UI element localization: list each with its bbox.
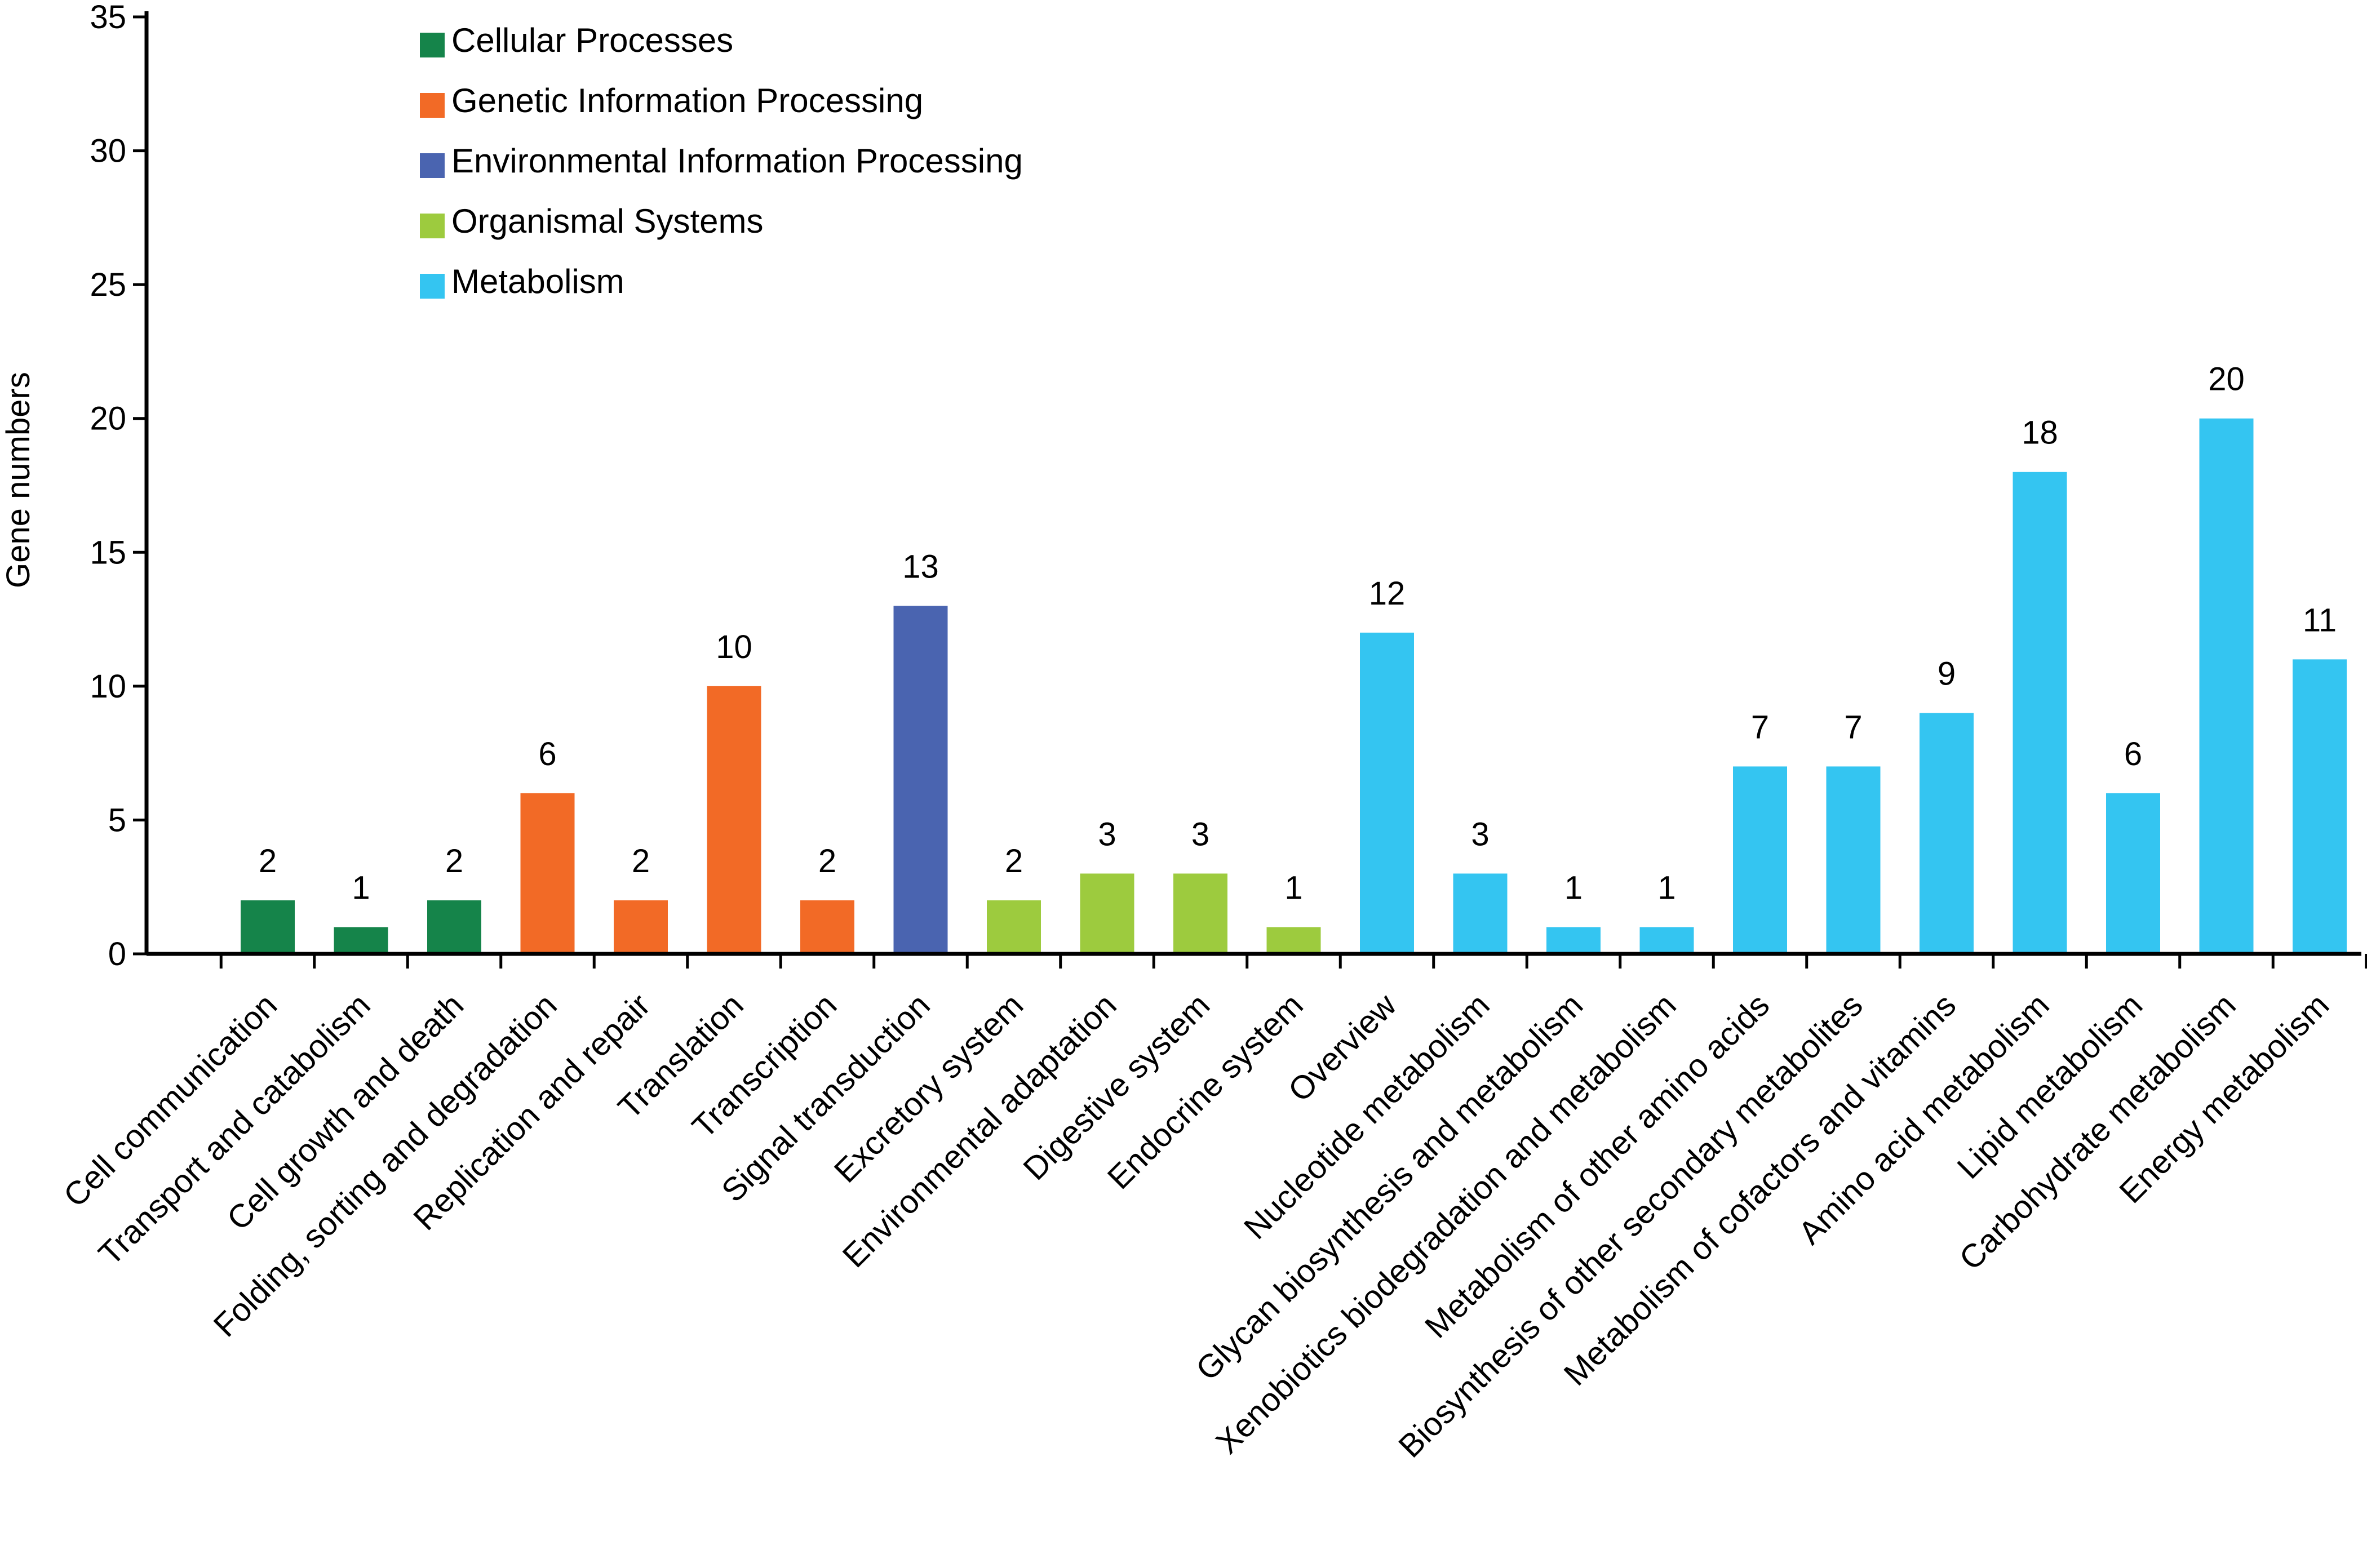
legend-label: Genetic Information Processing: [451, 82, 923, 119]
legend-label: Environmental Information Processing: [451, 142, 1023, 180]
data-label: 11: [2303, 602, 2337, 638]
legend-label: Cellular Processes: [451, 21, 733, 59]
legend-swatch: [420, 274, 445, 299]
bar: [1266, 927, 1321, 954]
bar: [241, 900, 295, 954]
y-tick-label: 10: [90, 668, 126, 705]
data-label: 2: [818, 843, 836, 879]
bar: [2106, 793, 2160, 954]
x-tick-label: Metabolism of other amino acids: [1418, 987, 1776, 1345]
data-label: 18: [2022, 415, 2058, 451]
bar: [1826, 766, 1881, 954]
data-label: 2: [445, 843, 463, 879]
bar: [2293, 659, 2347, 954]
bar: [1360, 632, 1414, 954]
bar: [2199, 418, 2254, 954]
data-label: 2: [1005, 843, 1023, 879]
bar: [1639, 927, 1694, 954]
data-label: 13: [902, 548, 939, 585]
bar: [893, 606, 948, 954]
data-label: 3: [1471, 816, 1489, 852]
y-tick-label: 5: [108, 802, 126, 838]
y-tick-label: 25: [90, 266, 126, 303]
bar: [334, 927, 388, 954]
legend-label: Organismal Systems: [451, 202, 763, 240]
legend-swatch: [420, 214, 445, 238]
y-axis: Gene numbers 0 5 10 15 20 25 30 35: [0, 0, 149, 972]
y-tick-label: 15: [90, 534, 126, 571]
y-axis-label: Gene numbers: [0, 372, 37, 588]
data-label: 7: [1844, 709, 1862, 745]
data-label: 1: [1564, 869, 1583, 906]
data-label: 6: [538, 736, 556, 772]
bar: [1733, 766, 1787, 954]
bar: [707, 686, 761, 954]
data-label: 1: [1657, 869, 1675, 906]
legend-swatch: [420, 153, 445, 178]
legend-label: Metabolism: [451, 263, 624, 300]
y-tick-label: 35: [90, 0, 126, 35]
y-tick-label: 30: [90, 133, 126, 170]
data-label: 2: [259, 843, 277, 879]
bar: [987, 900, 1041, 954]
bar: [427, 900, 481, 954]
data-label: 3: [1098, 816, 1116, 852]
data-label: 12: [1369, 575, 1406, 612]
y-tick-label: 0: [108, 936, 126, 972]
bar: [2013, 472, 2067, 954]
data-label: 9: [1938, 655, 1956, 692]
bar: [1453, 873, 1508, 954]
data-label: 6: [2124, 736, 2142, 772]
data-label: 3: [1191, 816, 1209, 852]
data-label: 10: [716, 629, 752, 665]
bar: [1080, 873, 1134, 954]
bars: [241, 418, 2347, 954]
x-tick-label: Folding, sorting and degradation: [206, 987, 564, 1344]
data-label: 7: [1751, 709, 1769, 745]
bar: [1920, 713, 1974, 954]
bar: [1546, 927, 1601, 954]
bar: [614, 900, 668, 954]
legend: Cellular Processes Genetic Information Pr…: [420, 21, 1023, 300]
data-label: 2: [632, 843, 650, 879]
bar: [800, 900, 854, 954]
data-label: 1: [352, 869, 370, 906]
bar: [520, 793, 575, 954]
y-tick-label: 20: [90, 401, 126, 437]
bar: [1173, 873, 1227, 954]
legend-swatch: [420, 93, 445, 118]
legend-swatch: [420, 33, 445, 57]
data-label: 1: [1284, 869, 1302, 906]
data-label: 20: [2208, 361, 2245, 398]
x-axis: [147, 952, 2367, 969]
